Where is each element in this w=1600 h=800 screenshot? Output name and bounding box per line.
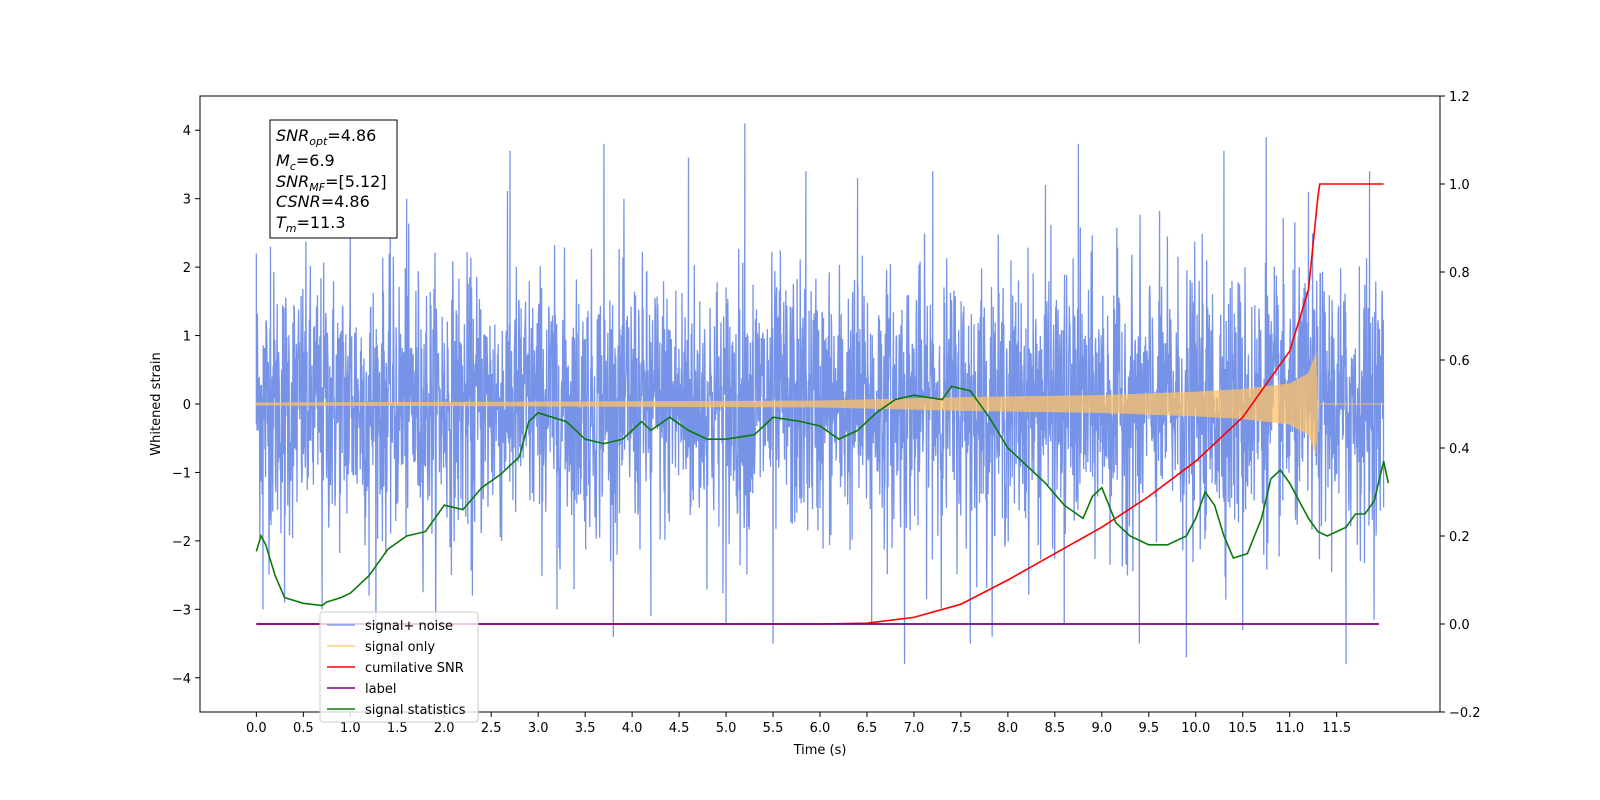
x-tick-label: 3.0 bbox=[528, 721, 549, 736]
y-axis-label: Whitened strain bbox=[149, 352, 164, 455]
x-tick-label: 8.0 bbox=[998, 721, 1019, 736]
y-tick-label: −2 bbox=[172, 535, 191, 550]
legend-entry: cumilative SNR bbox=[365, 661, 464, 676]
x-tick-label: 6.5 bbox=[857, 721, 878, 736]
x-tick-label: 7.0 bbox=[904, 721, 925, 736]
legend-entry: signal statistics bbox=[365, 703, 466, 718]
x-tick-label: 1.0 bbox=[340, 721, 361, 736]
y-tick-label: 1 bbox=[183, 330, 191, 345]
x-tick-label: 7.5 bbox=[951, 721, 972, 736]
legend-entry: signal+ noise bbox=[365, 619, 453, 634]
y-tick-label: 4 bbox=[183, 124, 191, 139]
legend-entry: label bbox=[365, 682, 396, 697]
annotation-tm: Tm=11.3 bbox=[276, 213, 346, 235]
x-tick-label: 11.0 bbox=[1275, 721, 1304, 736]
x-tick-label: 2.5 bbox=[481, 721, 502, 736]
legend-entry: signal only bbox=[365, 640, 435, 655]
x-tick-label: 10.5 bbox=[1228, 721, 1257, 736]
y2-tick-label: 1.0 bbox=[1449, 178, 1470, 193]
annotation-mc: Mc=6.9 bbox=[276, 151, 335, 173]
x-tick-label: 8.5 bbox=[1045, 721, 1066, 736]
x-tick-label: 11.5 bbox=[1322, 721, 1351, 736]
annotation-frame bbox=[269, 119, 398, 239]
y2-tick-label: 0.6 bbox=[1449, 354, 1470, 369]
x-tick-label: 0.5 bbox=[293, 721, 314, 736]
x-tick-label: 10.0 bbox=[1181, 721, 1210, 736]
x-axis-label: Time (s) bbox=[793, 743, 847, 758]
x-tick-label: 0.0 bbox=[246, 721, 267, 736]
annotation-snr-opt: SNRopt=4.86 bbox=[276, 126, 376, 148]
x-tick-label: 4.0 bbox=[622, 721, 643, 736]
x-tick-label: 9.5 bbox=[1138, 721, 1159, 736]
y-tick-label: 2 bbox=[183, 261, 191, 276]
legend: signal+ noise signal only cumilative SNR la… bbox=[319, 611, 479, 723]
x-tick-label: 6.0 bbox=[810, 721, 831, 736]
legend-frame bbox=[319, 611, 479, 723]
series-signal-only bbox=[255, 352, 1384, 455]
annotation-csnr: CSNR=4.86 bbox=[276, 192, 370, 211]
x-tick-label: 2.0 bbox=[434, 721, 455, 736]
x-tick-label: 3.5 bbox=[575, 721, 596, 736]
y-tick-label: −1 bbox=[172, 466, 191, 481]
annotation-snr-mf: SNRMF=[5.12] bbox=[276, 172, 387, 194]
y-tick-label: −3 bbox=[172, 603, 191, 618]
y2-tick-label: 1.2 bbox=[1449, 90, 1470, 105]
y2-tick-label: 0.8 bbox=[1449, 266, 1470, 281]
series-signal-statistics bbox=[255, 385, 1390, 607]
y2-tick-label: −0.2 bbox=[1449, 706, 1481, 721]
y2-tick-label: 0.4 bbox=[1449, 442, 1470, 457]
x-tick-label: 4.5 bbox=[669, 721, 690, 736]
annotation-box: SNRopt=4.86 Mc=6.9 SNRMF=[5.12] CSNR=4.8… bbox=[269, 119, 398, 239]
y2-tick-label: 0.2 bbox=[1449, 530, 1470, 545]
x-tick-label: 5.5 bbox=[763, 721, 784, 736]
x-tick-label: 9.0 bbox=[1091, 721, 1112, 736]
ticks-layer: 0.0 0.5 1.0 1.5 2.0 2.5 3.0 3.5 4.0 4.5 5.0 5.5 6.0 6… bbox=[172, 90, 1481, 736]
series-cumulative-snr bbox=[256, 183, 1384, 625]
x-tick-label: 5.0 bbox=[716, 721, 737, 736]
x-tick-label: 1.5 bbox=[387, 721, 408, 736]
y-tick-label: 3 bbox=[183, 193, 191, 208]
y2-tick-label: 0.0 bbox=[1449, 618, 1470, 633]
y-tick-label: 0 bbox=[183, 398, 191, 413]
y-tick-label: −4 bbox=[172, 672, 191, 687]
